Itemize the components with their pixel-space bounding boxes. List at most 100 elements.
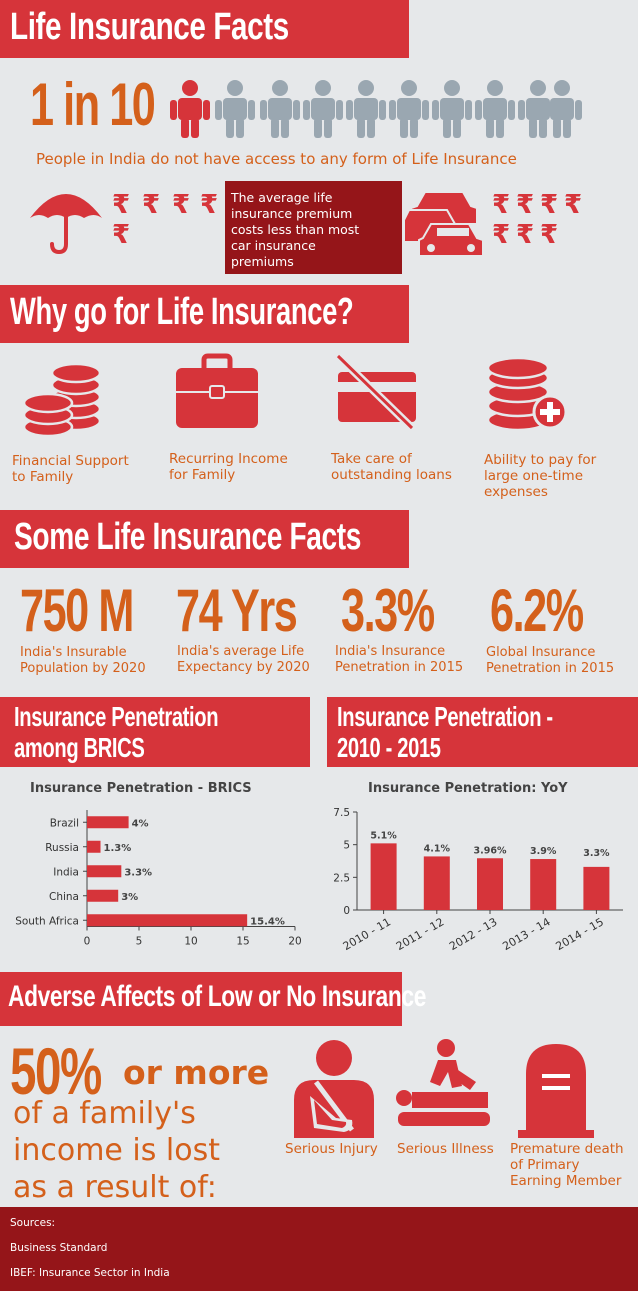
bar [583,866,610,910]
tick-label: 0 [343,905,350,917]
premium-note-text: The average life insurance premium costs… [231,190,360,269]
rupee-symbol: ₹ [516,190,535,220]
stat-label: Global Insurance Penetration in 2015 [486,645,615,676]
person-icon [389,80,429,138]
stat-value: 3.3% [341,577,435,644]
bar [87,889,119,902]
category-label: 2014 - 15 [554,915,606,953]
rupee-symbol: ₹ [112,220,131,250]
cause-label: Premature death of Primary Earning Membe… [510,1141,624,1189]
loss-line-3: as a result of: [13,1170,217,1205]
people-row [170,80,582,138]
bar [87,816,129,829]
reason-label: Recurring Income for Family [169,451,288,483]
tick-label: 5 [343,840,350,852]
category-label: Russia [45,842,79,854]
cause-label: Serious Injury [285,1141,378,1157]
stat-value: 750 M [20,577,134,644]
rupee-symbol: ₹ [492,190,511,220]
tick-label: 15 [236,936,249,948]
injured-arm-icon [294,1040,374,1138]
bar [87,914,248,927]
umbrella-icon [30,194,102,255]
reason-label: Ability to pay for large one-time expens… [484,452,597,500]
tick-label: 5 [136,936,143,948]
sources-footer: Sources: Business Standard IBEF: Insuran… [0,1207,638,1291]
loss-percent: 50% [10,1034,102,1108]
rupee-symbol: ₹ [172,190,191,220]
rupee-symbol: ₹ [516,220,535,250]
data-label: 3.9% [530,846,557,857]
data-label: 5.1% [370,830,397,841]
bar [530,859,557,910]
tick-label: 20 [288,936,301,948]
briefcase-icon [176,353,258,428]
data-label: 3.96% [474,845,507,856]
section3-title: Some Life Insurance Facts [14,516,362,558]
brics-banner: Insurance Penetration among BRICS [0,697,310,767]
premium-note-box: The average life insurance premium costs… [225,181,402,274]
person-icon [260,80,300,138]
cars-icon [405,191,484,257]
brics-banner-title: Insurance Penetration among BRICS [14,701,219,763]
yoy-chart: 0 2.5 5 7.5 5.1% 2010 - 11 4.1% 2011 - 12 3.96% 2… [333,807,623,953]
data-label: 1.3% [104,843,132,854]
rupee-symbol: ₹ [142,190,161,220]
category-label: 2010 - 11 [341,915,393,953]
section1-title: Life Insurance Facts [10,6,289,48]
person-icon [542,80,582,138]
credit-card-crossed-icon [335,353,416,431]
bar [477,858,503,910]
stat-label: India's Insurable Population by 2020 [20,645,146,676]
person-icon [432,80,472,138]
category-label: South Africa [15,915,79,927]
section5-title: Adverse Affects of Low or No Insurance [8,980,427,1013]
person-icon [346,80,386,138]
section5-banner: Adverse Affects of Low or No Insurance [0,972,426,1026]
reason-label: Take care of outstanding loans [331,451,452,483]
data-label: 4% [132,818,149,829]
person-icon [170,80,210,138]
data-label: 4.1% [424,843,451,854]
stat-label: India's Insurance Penetration in 2015 [335,644,464,675]
person-icon [475,80,515,138]
patient-massage-icon [396,1039,490,1126]
stat-label: India's average Life Expectancy by 2020 [177,644,310,675]
rupee-symbol: ₹ [564,190,583,220]
yoy-banner: Insurance Penetration - 2010 - 2015 [327,697,638,767]
rupee-symbol: ₹ [200,190,219,220]
coins-plus-icon [486,356,568,432]
section3-banner: Some Life Insurance Facts [0,510,409,568]
rupee-symbol: ₹ [540,220,559,250]
ratio-text: 1 in 10 [30,71,156,138]
data-label: 15.4% [250,916,285,927]
rupee-symbol: ₹ [540,190,559,220]
data-label: 3.3% [124,867,152,878]
brics-chart-title: Insurance Penetration - BRICS [30,781,252,796]
data-label: 3% [121,892,138,903]
person-icon [215,80,255,138]
stat-value: 74 Yrs [176,577,298,644]
section2-title: Why go for Life Insurance? [10,291,354,333]
category-label: China [49,891,79,903]
person-icon [303,80,343,138]
access-subtitle: People in India do not have access to an… [36,150,517,168]
sources-heading: Sources: [10,1217,56,1229]
bar [370,843,397,910]
category-label: 2013 - 14 [500,915,552,953]
coins-icon [22,362,102,438]
rupee-symbol: ₹ [112,190,131,220]
category-label: 2012 - 13 [447,915,499,953]
stat-value: 6.2% [490,577,584,644]
cause-label: Serious Illness [397,1141,494,1157]
source-item[interactable]: Business Standard [10,1242,108,1254]
tick-label: 10 [184,936,197,948]
loss-line-2: income is lost [13,1133,220,1168]
data-label: 3.3% [583,848,610,859]
bar [87,865,122,878]
bar [423,856,450,910]
tick-label: 2.5 [333,872,350,884]
source-item[interactable]: IBEF: Insurance Sector in India [10,1267,170,1279]
tick-label: 0 [84,936,91,948]
bar [87,840,101,853]
